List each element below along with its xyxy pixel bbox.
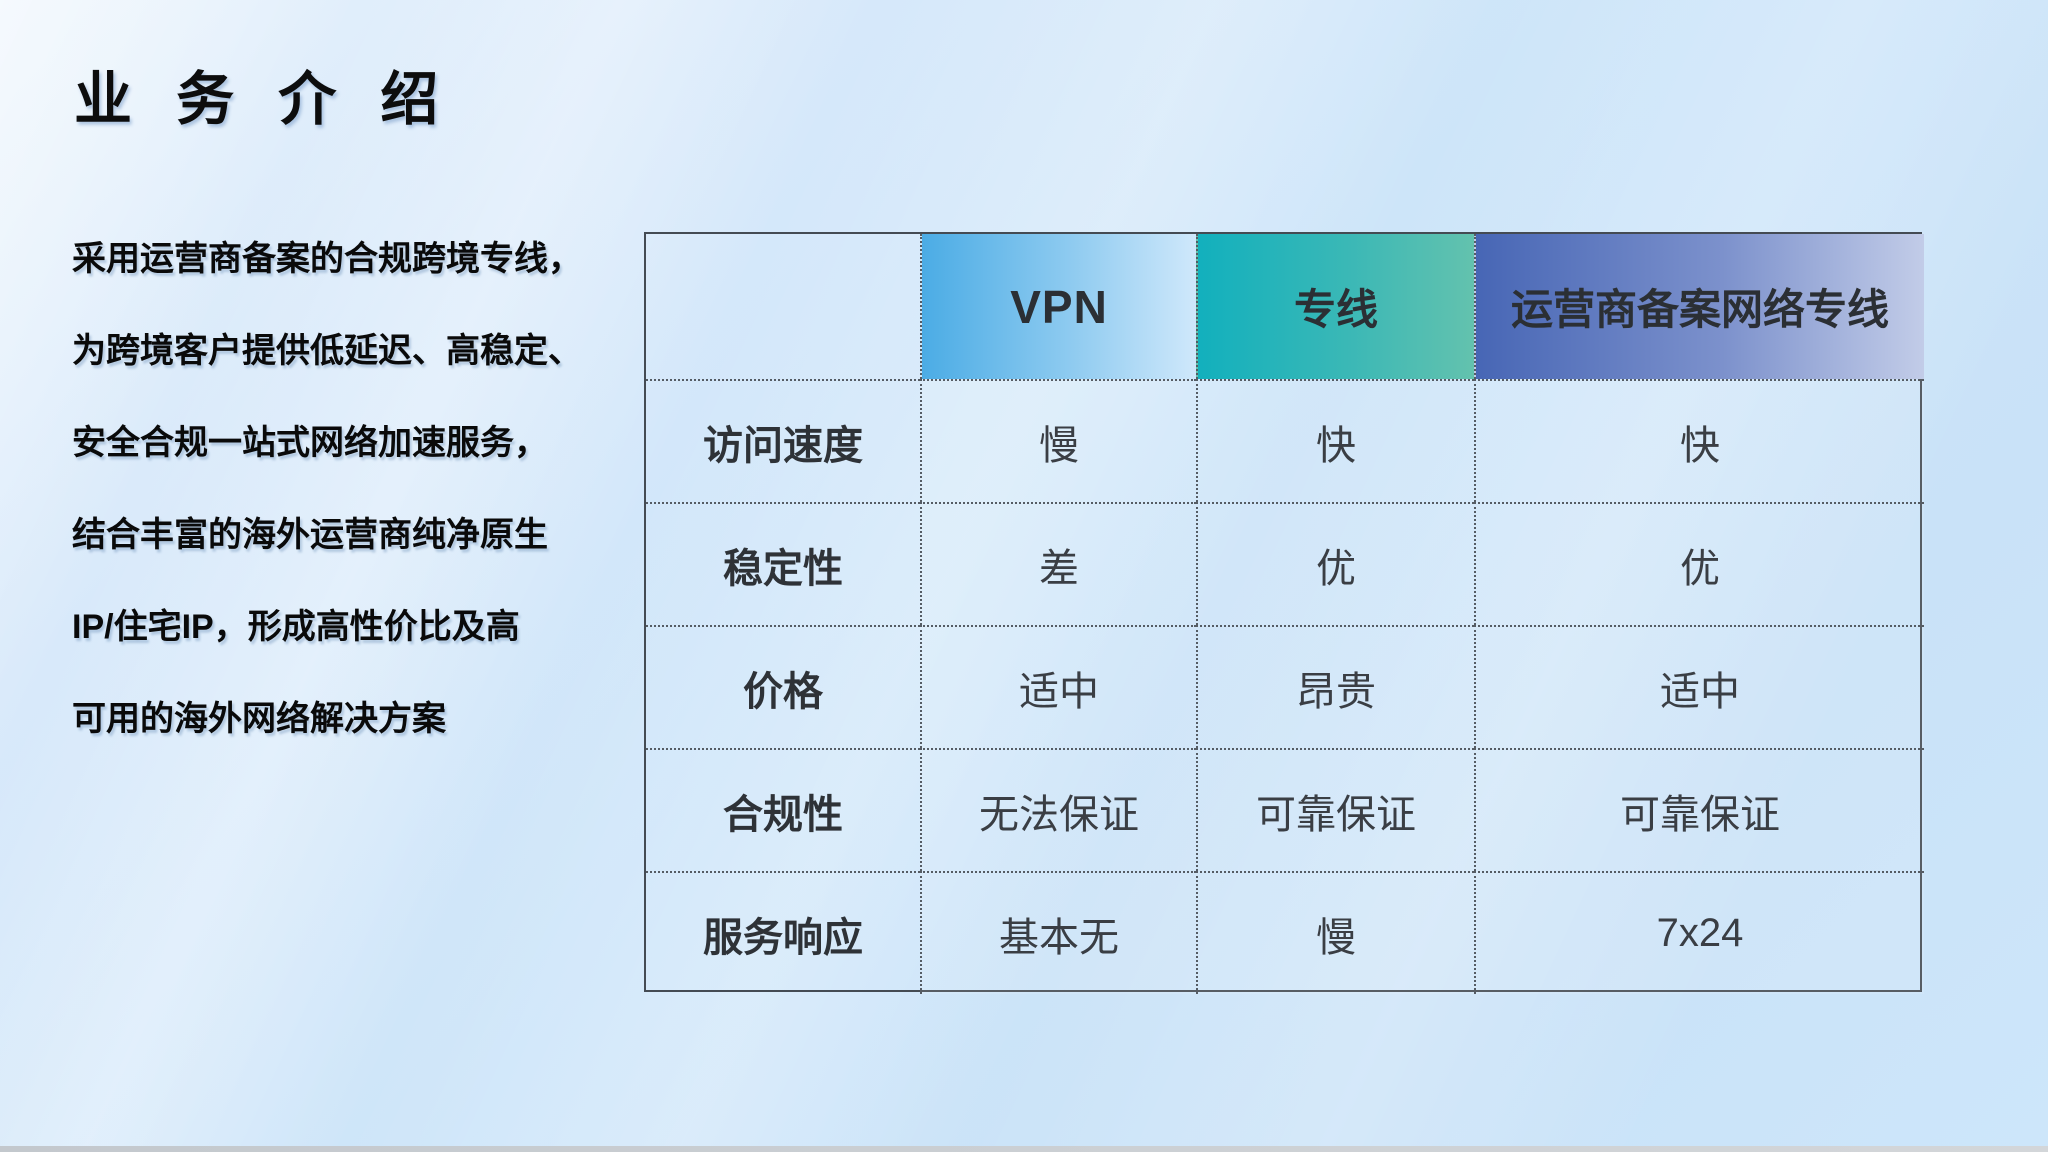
table-cell: 昂贵 [1196,625,1474,748]
row-label-access-speed: 访问速度 [646,379,920,502]
table-cell: 优 [1196,502,1474,625]
bottom-edge-strip [0,1146,2048,1152]
table-cell: 无法保证 [920,748,1196,871]
table-cell: 基本无 [920,871,1196,994]
description-line: 结合丰富的海外运营商纯净原生 [72,515,548,554]
table-cell: 慢 [1196,871,1474,994]
column-header-dedicated-line: 专线 [1196,234,1474,379]
description-line: 安全合规一站式网络加速服务， [72,423,548,462]
table-corner-cell [646,234,920,379]
description-line: IP/住宅IP，形成高性价比及高 [72,607,520,646]
comparison-table: VPN 专线 运营商备案网络专线 访问速度 慢 快 快 稳定性 差 优 优 价格… [644,232,1924,994]
description-line: 可用的海外网络解决方案 [72,699,446,738]
page-title: 业 务 介 绍 [74,67,453,132]
table-cell: 7x24 [1474,871,1924,994]
column-header-carrier-line: 运营商备案网络专线 [1474,234,1924,379]
table-cell: 适中 [1474,625,1924,748]
column-header-vpn: VPN [920,234,1196,379]
table-cell: 适中 [920,625,1196,748]
row-label-stability: 稳定性 [646,502,920,625]
table-cell: 快 [1196,379,1474,502]
description-line: 采用运营商备案的合规跨境专线， [72,239,582,278]
table-cell: 可靠保证 [1474,748,1924,871]
row-label-service-response: 服务响应 [646,871,920,994]
table-cell: 可靠保证 [1196,748,1474,871]
description-line: 为跨境客户提供低延迟、高稳定、 [72,331,582,370]
row-label-compliance: 合规性 [646,748,920,871]
row-label-price: 价格 [646,625,920,748]
table-cell: 快 [1474,379,1924,502]
description-paragraph: 采用运营商备案的合规跨境专线， 为跨境客户提供低延迟、高稳定、 安全合规一站式网… [72,209,652,761]
table-cell: 慢 [920,379,1196,502]
table-cell: 差 [920,502,1196,625]
table-cell: 优 [1474,502,1924,625]
